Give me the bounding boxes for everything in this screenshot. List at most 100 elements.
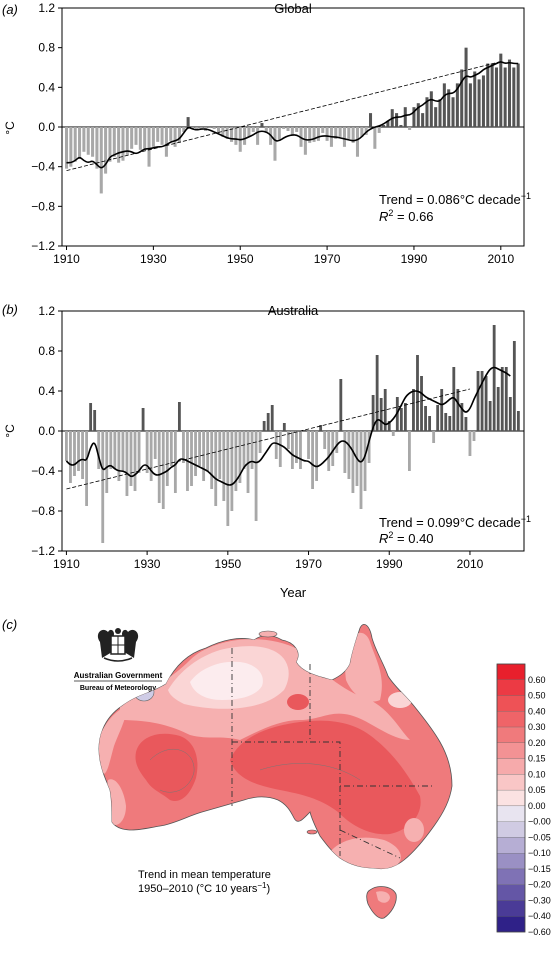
bar-2012	[507, 59, 512, 127]
bar-2011	[472, 431, 476, 441]
legend-swatch	[496, 663, 526, 680]
bar-1953	[251, 127, 255, 132]
bar-1953	[238, 431, 242, 483]
x-tick-label: 1930	[140, 252, 167, 266]
bar-1951	[230, 431, 234, 511]
bar-1995	[408, 431, 411, 471]
bar-1916	[91, 127, 95, 157]
bar-1948	[230, 127, 234, 142]
bar-1945	[217, 127, 221, 133]
bar-2013	[480, 371, 484, 431]
bar-1915	[86, 127, 90, 155]
bar-1928	[137, 431, 141, 473]
bar-2010	[468, 431, 472, 456]
legend-swatch	[496, 868, 526, 885]
bar-1913	[78, 127, 82, 159]
bar-1946	[221, 127, 225, 137]
bar-1943	[208, 127, 212, 128]
bar-2003	[440, 389, 444, 431]
bar-2001	[460, 69, 464, 127]
bar-1965	[303, 127, 307, 155]
bar-1934	[169, 127, 173, 141]
bar-1995	[434, 107, 438, 127]
trend-line	[66, 388, 471, 490]
logo-line2: Bureau of Meteorology	[80, 685, 156, 692]
bar-1918	[97, 431, 101, 469]
bar-2020	[508, 397, 512, 431]
panel-b-australia-chart: (b) Australia °C 1.20.80.40.0−0.4−0.8−1.…	[2, 302, 531, 600]
bar-1935	[165, 431, 169, 486]
bar-1923	[121, 127, 125, 161]
bar-1996	[438, 99, 442, 127]
bar-1910	[65, 431, 68, 461]
legend-label: −0.40	[528, 911, 551, 921]
bar-1999	[451, 97, 455, 127]
bar-1974	[342, 127, 346, 147]
bar-1976	[331, 431, 335, 466]
legend-label: 0.30	[528, 722, 546, 732]
bar-1910	[65, 127, 69, 169]
bar-1926	[129, 431, 133, 486]
australia-trend-map	[98, 624, 453, 919]
bar-1966	[308, 127, 312, 143]
bar-2015	[488, 401, 492, 431]
bar-1973	[338, 127, 342, 137]
bar-1997	[442, 83, 446, 127]
map-contour-line	[259, 763, 361, 781]
bar-1979	[343, 431, 347, 473]
bar-1946	[210, 431, 214, 489]
bar-1934	[161, 431, 165, 509]
bar-1984	[363, 431, 367, 491]
map-deep-nt-region	[287, 694, 309, 710]
bar-1988	[379, 398, 383, 431]
legend-label: −0.30	[528, 895, 551, 905]
bar-1930	[145, 431, 149, 473]
bar-1992	[421, 113, 425, 127]
map-caption-line2: 1950–2010 (°C 10 years−1)	[138, 881, 270, 895]
bar-1957	[254, 431, 258, 521]
panel-a-global-chart: (a) Global °C 1.20.80.40.0−0.4−0.8−1.2 1…	[2, 1, 531, 266]
bar-1956	[264, 127, 268, 133]
bar-1990	[387, 421, 391, 431]
bar-1939	[182, 431, 185, 463]
bar-1917	[93, 410, 97, 431]
bar-1996	[412, 389, 415, 431]
bar-1993	[425, 97, 429, 127]
map-light-east-region	[404, 818, 424, 842]
tasmania-region	[366, 886, 397, 919]
y-tick-label: −1.2	[31, 544, 55, 558]
bar-1989	[383, 389, 387, 431]
y-tick-label: −0.4	[31, 464, 55, 478]
logo-line1: Australian Government	[74, 671, 163, 680]
bar-1986	[395, 113, 399, 127]
bar-1943	[198, 431, 201, 466]
bar-1959	[262, 421, 266, 431]
legend-label: 0.50	[528, 691, 546, 701]
bar-1941	[199, 127, 203, 129]
bar-2007	[486, 63, 490, 127]
bar-2009	[494, 67, 498, 127]
legend-swatch	[496, 805, 526, 822]
bar-1926	[134, 127, 138, 145]
bar-1967	[295, 431, 298, 463]
bar-1979	[364, 127, 368, 135]
panel-a-ylabel: °C	[3, 121, 17, 135]
legend-swatch	[496, 695, 526, 712]
bar-1937	[182, 127, 186, 132]
y-tick-label: 0.8	[38, 344, 55, 358]
panel-b-trend-text: Trend = 0.099°C decade−1	[379, 514, 531, 530]
bar-1976	[351, 127, 355, 143]
bar-1923	[117, 431, 121, 481]
legend-swatch	[496, 884, 526, 901]
bar-1914	[82, 127, 86, 152]
bar-2012	[476, 371, 480, 431]
bar-1963	[278, 431, 282, 467]
bar-2000	[455, 83, 459, 127]
bar-1927	[138, 127, 142, 150]
bar-1964	[282, 423, 286, 431]
map-contours	[98, 632, 424, 869]
panel-b-label: (b)	[2, 302, 18, 317]
bar-1960	[266, 413, 270, 431]
x-tick-label: 2010	[457, 557, 484, 571]
bar-2008	[460, 403, 464, 431]
